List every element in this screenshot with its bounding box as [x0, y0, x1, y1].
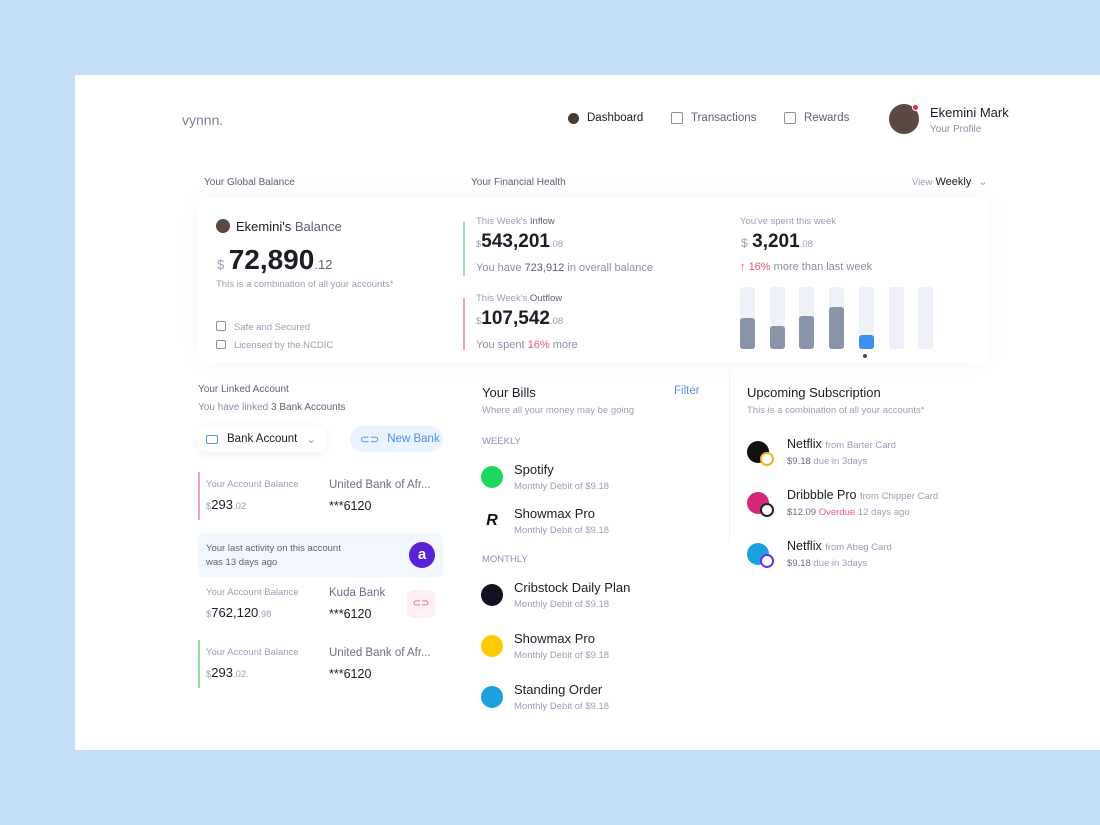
inflow-label: This Week's Inflow [476, 216, 555, 227]
bank-account-item[interactable]: Your Account Balance $293.02. United Ban… [198, 640, 443, 688]
spend-bar [799, 287, 815, 349]
shield-icon [216, 321, 226, 331]
view-dropdown[interactable]: View Weekly ⌄ [912, 176, 988, 188]
spend-bar-fill [769, 326, 785, 349]
chevron-down-icon: ⌄ [978, 176, 988, 188]
bank-account-item[interactable]: Your Account Balance $762,120.98 Kuda Ba… [198, 580, 443, 628]
activity-banner: Your last activity on this account was 1… [198, 533, 443, 577]
abeg-logo-icon: a [409, 542, 435, 568]
avatar [216, 219, 230, 233]
active-day-dot [863, 354, 867, 358]
spend-bar [740, 287, 755, 349]
chevron-down-icon: ⌄ [306, 434, 316, 446]
bill-logo-icon [481, 635, 503, 657]
nav-rewards[interactable]: Rewards [784, 112, 849, 124]
brand-logo[interactable]: vynnn. [182, 112, 224, 128]
balance-owner: Ekemini's Balance [236, 219, 342, 234]
subscription-item[interactable]: Dribbble Pro from Chipper Card $12.09 Ov… [747, 488, 987, 524]
profile-link[interactable]: Your Profile [930, 124, 982, 135]
card-icon [206, 434, 218, 444]
bill-logo-icon [481, 686, 503, 708]
outflow-accent [463, 298, 465, 350]
feature-licensed: Licensed by the NCDIC [216, 340, 333, 351]
bill-item[interactable]: Cribstock Daily Plan Monthly Debit of $9… [481, 580, 711, 616]
lock-icon [216, 340, 226, 349]
home-icon [671, 112, 683, 124]
divider [729, 370, 730, 542]
bill-logo-icon [481, 584, 503, 606]
spend-bar [769, 287, 785, 349]
subscription-item[interactable]: Netflix from Abeg Card $9.18 due in 3day… [747, 539, 987, 575]
app-window [75, 75, 1100, 750]
inflow-note: You have 723,912 in overall balance [476, 262, 653, 274]
bill-logo-icon [481, 466, 503, 488]
spent-amount: $ 3,201.08 [741, 231, 813, 252]
profile-name[interactable]: Ekemini Mark [930, 105, 1009, 120]
nav-dashboard[interactable]: Dashboard [568, 112, 643, 124]
inflow-accent [463, 222, 465, 276]
feature-secured: Safe and Secured [216, 321, 310, 333]
linked-sub: You have linked 3 Bank Accounts [198, 402, 346, 413]
gift-icon [784, 112, 796, 124]
bank-account-dropdown[interactable]: Bank Account ⌄ [198, 426, 326, 452]
bank-account-item[interactable]: Your Account Balance $293.02 United Bank… [198, 472, 443, 520]
link-account-button[interactable]: ⊂⊃ [407, 590, 435, 618]
balance-note: This is a combination of all your accoun… [216, 279, 394, 290]
card-badge-icon [760, 503, 774, 517]
avatar[interactable] [889, 104, 919, 134]
avatar-icon [568, 112, 579, 124]
spend-bar-fill [829, 306, 845, 349]
filter-button[interactable]: Filter [674, 385, 700, 397]
section-title: Your Financial Health [471, 177, 566, 188]
subscription-item[interactable]: Netflix from Barter Card $9.18 due in 3d… [747, 437, 987, 473]
spend-bar-fill [740, 318, 755, 349]
spend-bar [918, 287, 934, 349]
bill-group-label: WEEKLY [482, 436, 521, 447]
bill-item[interactable]: R Showmax Pro Monthly Debit of $9.18 [481, 506, 711, 542]
bill-item[interactable]: Standing Order Monthly Debit of $9.18 [481, 682, 711, 718]
spent-change: ↑ 16% more than last week [740, 261, 873, 273]
bills-title: Your Bills [482, 385, 536, 400]
notification-dot [912, 104, 919, 111]
card-badge-icon [760, 452, 774, 466]
card-badge-icon [760, 554, 774, 568]
spend-bar [888, 287, 904, 349]
bills-sub: Where all your money may be going [482, 405, 635, 416]
link-icon: ⊂⊃ [360, 434, 380, 446]
outflow-note: You spent 16% more [476, 339, 578, 351]
spend-bar [829, 287, 845, 349]
linked-title: Your Linked Account [198, 384, 289, 395]
outflow-label: This Week's Outflow [476, 293, 563, 304]
spend-bar-fill [799, 316, 815, 349]
subs-title: Upcoming Subscription [747, 385, 881, 400]
spend-bar-fill [858, 335, 874, 349]
bill-item[interactable]: Showmax Pro Monthly Debit of $9.18 [481, 631, 711, 667]
subs-sub: This is a combination of all your accoun… [747, 405, 925, 416]
bill-logo-icon: R [481, 510, 503, 532]
spent-label: You've spent this week [740, 216, 836, 227]
nav-transactions[interactable]: Transactions [671, 112, 756, 124]
section-title: Your Global Balance [204, 177, 295, 188]
outflow-amount: $107,542.08 [476, 308, 564, 329]
new-bank-button[interactable]: ⊂⊃ New Bank [350, 426, 443, 452]
balance-panel [198, 198, 988, 363]
inflow-amount: $543,201.08 [476, 231, 564, 252]
bill-item[interactable]: Spotify Monthly Debit of $9.18 [481, 462, 711, 498]
global-balance: $ 72,890.12 [217, 244, 333, 275]
spend-bar [858, 287, 874, 349]
bill-group-label: MONTHLY [482, 554, 528, 565]
arrow-up-icon: ↑ [740, 261, 746, 273]
